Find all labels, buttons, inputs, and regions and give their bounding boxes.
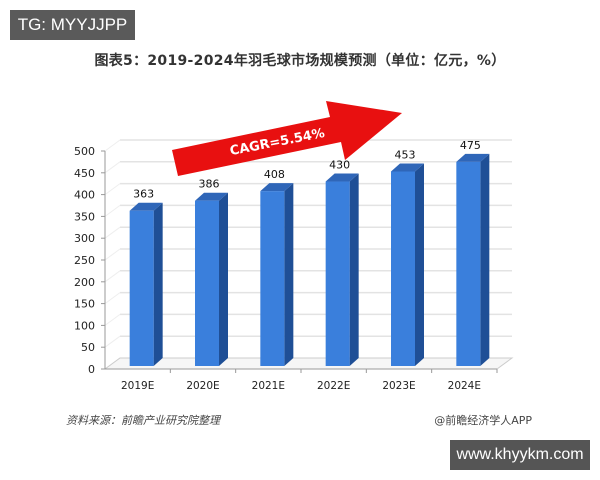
bars: 363 386 408 430 453 475	[129, 139, 490, 366]
y-axis: 0 50 100 150 200 250 300 350 400 450 500	[74, 145, 106, 376]
svg-text:453: 453	[395, 148, 416, 161]
svg-text:363: 363	[133, 188, 154, 201]
chart-title: 图表5：2019-2024年羽毛球市场规模预测（单位：亿元，%）	[94, 53, 506, 69]
svg-text:100: 100	[74, 319, 95, 332]
svg-text:2019E: 2019E	[121, 380, 154, 392]
x-axis: 2019E 2020E 2021E 2022E 2023E 2024E	[105, 368, 498, 392]
bar-2019E: 363	[129, 188, 163, 366]
gridlines	[103, 139, 514, 370]
svg-text:2023E: 2023E	[382, 380, 415, 392]
svg-text:2024E: 2024E	[448, 380, 481, 392]
svg-text:350: 350	[74, 210, 95, 223]
bar-2020E: 386	[195, 178, 228, 366]
watermark-top: TG: MYYJJPP	[10, 10, 135, 40]
svg-text:450: 450	[74, 167, 95, 180]
svg-text:500: 500	[74, 145, 95, 158]
svg-text:250: 250	[74, 254, 95, 267]
svg-text:0: 0	[88, 363, 95, 376]
svg-text:2021E: 2021E	[252, 380, 285, 392]
source-note: 资料来源：前瞻产业研究院整理	[66, 414, 220, 427]
svg-text:430: 430	[329, 159, 350, 172]
bar-2021E: 408	[260, 168, 294, 366]
bar-2022E: 430	[325, 159, 359, 366]
svg-text:386: 386	[199, 178, 220, 191]
svg-text:2020E: 2020E	[186, 380, 219, 392]
bar-2023E: 453	[391, 148, 424, 366]
svg-text:475: 475	[460, 139, 481, 152]
credit-note: @前瞻经济学人APP	[434, 414, 532, 427]
svg-text:200: 200	[74, 276, 95, 289]
svg-text:400: 400	[74, 189, 95, 202]
watermark-bottom: www.khyykm.com	[450, 440, 590, 470]
svg-text:300: 300	[74, 232, 95, 245]
cagr-arrow: CAGR=5.54%	[172, 101, 402, 176]
bar-2024E: 475	[456, 139, 490, 366]
svg-text:2022E: 2022E	[317, 380, 350, 392]
svg-text:50: 50	[81, 341, 95, 354]
svg-text:150: 150	[74, 298, 95, 311]
svg-text:408: 408	[264, 168, 285, 181]
